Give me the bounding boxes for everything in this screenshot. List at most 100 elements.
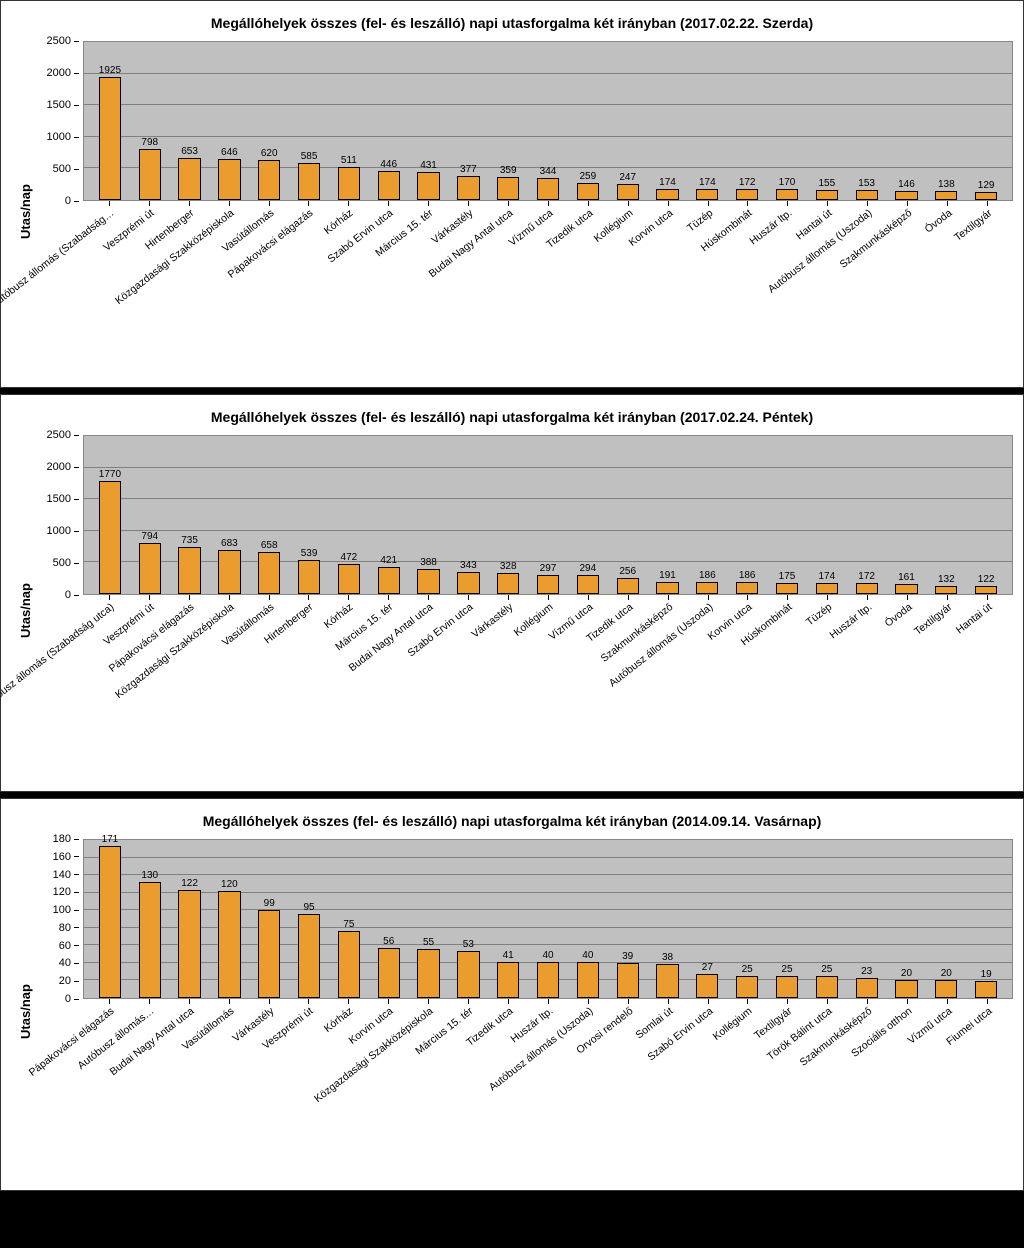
bar-slot: 1770 [90,469,130,594]
bar [338,167,360,200]
chart-panel: Megállóhelyek összes (fel- és leszálló) … [0,394,1024,792]
y-tick-label: 100 [53,904,79,916]
bar [178,547,200,594]
x-tick-label: Kollégium [711,1005,755,1043]
bar-value-label: 539 [301,548,318,559]
bar-slot: 138 [926,179,966,200]
y-tick-label: 2000 [47,461,79,473]
bars-container: 1711301221209995755655534140403938272525… [84,840,1012,998]
bar-slot: 343 [448,560,488,594]
bar-value-label: 798 [141,137,158,148]
bar [218,550,240,594]
bar-slot: 130 [130,870,170,998]
bar [417,569,439,594]
y-axis: 05001000150020002500 [39,41,83,201]
y-tick-label: 60 [59,940,79,952]
bar-slot: 585 [289,151,329,200]
bar-slot: 377 [448,164,488,200]
bar-value-label: 75 [343,919,354,930]
bar-slot: 658 [249,540,289,594]
bar [856,190,878,200]
bar-value-label: 20 [901,968,912,979]
x-tick-label: Huszár ltp. [748,207,795,247]
chart-panel: Megállóhelyek összes (fel- és leszálló) … [0,0,1024,388]
bar [378,567,400,594]
bar-value-label: 122 [181,878,198,889]
bars-container: 1925798653646620585511446431377359344259… [84,42,1012,200]
bar [338,564,360,594]
bar-slot: 161 [887,572,927,594]
bar [776,189,798,200]
y-tick-label: 180 [53,833,79,845]
bar [935,586,957,594]
bar-slot: 155 [807,178,847,200]
bar-slot: 511 [329,155,369,200]
bar-value-label: 377 [460,164,477,175]
bar [895,191,917,200]
bar-slot: 328 [488,561,528,594]
bar-value-label: 359 [500,165,517,176]
bar-slot: 388 [409,557,449,594]
bar-value-label: 174 [699,177,716,188]
bar [577,575,599,594]
bar-value-label: 95 [303,902,314,913]
bar [497,177,519,200]
bar [656,189,678,200]
bar-value-label: 161 [898,572,915,583]
x-tick-label: Szakmunkásképző [798,1005,875,1069]
bar [935,191,957,200]
x-tick-label: Tüzép [804,601,834,628]
bar-slot: 40 [568,950,608,998]
x-tick-label: Huszár ltp. [828,601,875,641]
y-tick-label: 1500 [47,99,79,111]
bar [776,583,798,594]
bar-slot: 172 [727,177,767,200]
bar-value-label: 1925 [99,65,121,76]
bar-slot: 38 [648,952,688,998]
bar-value-label: 297 [540,563,557,574]
y-axis: 05001000150020002500 [39,435,83,595]
bar-slot: 431 [409,160,449,200]
bar [816,976,838,998]
bar-value-label: 41 [503,950,514,961]
y-tick-label: 140 [53,869,79,881]
x-tick-label: Kórház [322,601,356,631]
bar [975,192,997,200]
bar [736,976,758,998]
bar [736,582,758,594]
bar-slot: 421 [369,555,409,594]
bar-value-label: 55 [423,937,434,948]
bar-slot: 19 [966,969,1006,998]
bar [457,951,479,998]
plot-area: 1925798653646620585511446431377359344259… [83,41,1013,201]
y-tick-label: 2500 [47,35,79,47]
chart-panel: Megállóhelyek összes (fel- és leszálló) … [0,798,1024,1191]
bar-value-label: 191 [659,570,676,581]
y-tick-label: 160 [53,851,79,863]
bar [178,890,200,998]
bar [139,149,161,200]
bar-slot: 132 [926,574,966,594]
y-tick-label: 40 [59,957,79,969]
x-tick-label: Szakmunkásképző [838,207,915,271]
bar [258,160,280,200]
bar-slot: 153 [847,178,887,200]
bar-slot: 186 [727,570,767,594]
bar [457,572,479,594]
bar [975,586,997,594]
bar-slot: 95 [289,902,329,998]
bar-value-label: 132 [938,574,955,585]
bar [537,178,559,200]
bar-value-label: 431 [420,160,437,171]
bars-container: 1770794735683658539472421388343328297294… [84,436,1012,594]
bar-slot: 170 [767,177,807,200]
bar-slot: 99 [249,898,289,998]
bar [696,974,718,998]
bar [736,189,758,200]
bar-value-label: 40 [582,950,593,961]
bar-value-label: 170 [779,177,796,188]
y-tick-label: 500 [53,557,79,569]
bar-slot: 186 [687,570,727,594]
plot-area: 1770794735683658539472421388343328297294… [83,435,1013,595]
bar [497,573,519,594]
